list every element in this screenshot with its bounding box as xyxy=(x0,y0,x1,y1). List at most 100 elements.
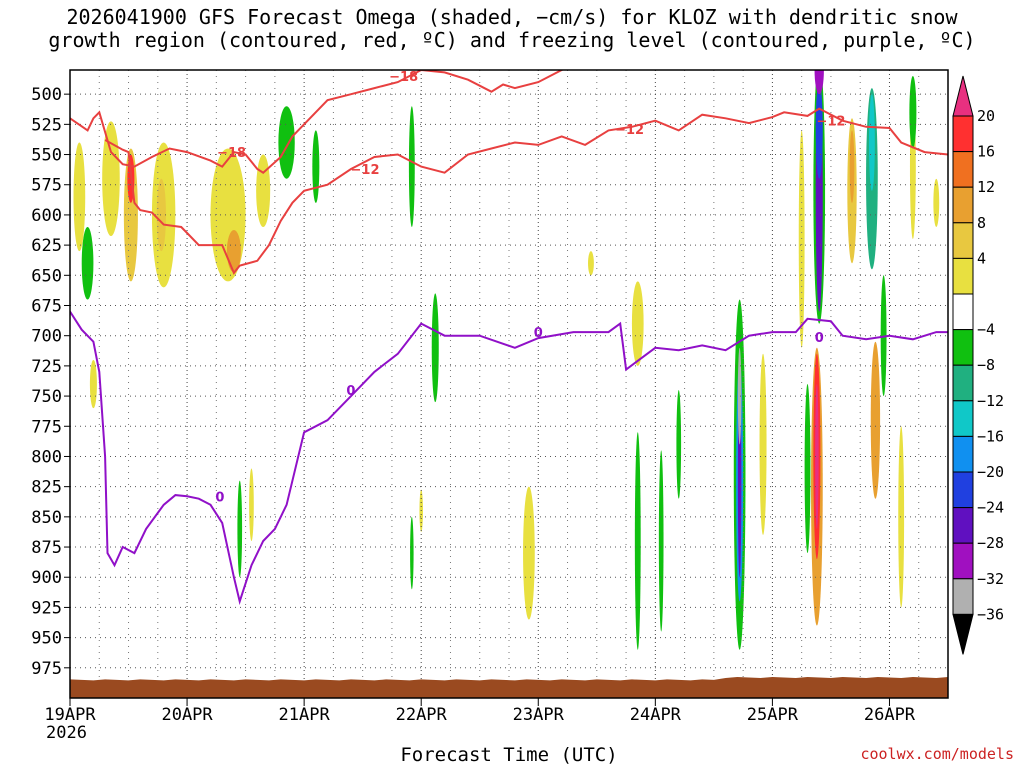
ytick-label-925: 925 xyxy=(31,598,62,618)
dgz-label-12c: −12 xyxy=(816,115,845,130)
fzl-label-d: 0 xyxy=(815,331,824,346)
ytick-label-950: 950 xyxy=(31,629,62,649)
dgz-label-18b: −18 xyxy=(217,146,246,161)
colorbar-label-3: 8 xyxy=(977,214,986,232)
omega-cell-11 xyxy=(278,106,295,179)
omega-cell-16 xyxy=(431,293,439,403)
ytick-label-900: 900 xyxy=(31,568,62,588)
colorbar-swatch-2 xyxy=(952,186,974,224)
omega-cell-0 xyxy=(73,142,86,252)
x-axis-title: Forecast Time (UTC) xyxy=(400,744,618,766)
dgz-label-12b: −12 xyxy=(615,123,644,138)
chart-title: 2026041900 GFS Forecast Omega (shaded, −… xyxy=(0,6,1024,52)
colorbar-label-8: −16 xyxy=(977,427,1004,445)
omega-cell-31 xyxy=(804,384,811,554)
colorbar-top-arrow xyxy=(952,75,974,117)
omega-cell-5 xyxy=(156,178,166,252)
omega-cell-6 xyxy=(81,227,94,300)
xtick-label-23APR: 23APR xyxy=(513,705,565,725)
title-line-1: 2026041900 GFS Forecast Omega (shaded, −… xyxy=(66,5,958,29)
ytick-label-525: 525 xyxy=(31,115,62,135)
ytick-label-750: 750 xyxy=(31,387,62,407)
colorbar-label-1: 16 xyxy=(977,143,995,161)
omega-cell-9 xyxy=(226,230,241,273)
omega-cell-10 xyxy=(256,154,271,227)
ytick-label-775: 775 xyxy=(31,417,62,437)
ytick-label-550: 550 xyxy=(31,146,62,166)
ground-fill xyxy=(70,677,948,698)
ytick-label-700: 700 xyxy=(31,327,62,347)
omega-cell-34 xyxy=(815,82,823,179)
omega-cell-30 xyxy=(798,130,805,348)
ytick-label-600: 600 xyxy=(31,206,62,226)
colorbar-swatch-8 xyxy=(952,400,974,437)
omega-cell-40 xyxy=(849,130,855,203)
ytick-label-825: 825 xyxy=(31,478,62,498)
colorbar-swatch-5 xyxy=(952,293,974,331)
colorbar-swatch-4 xyxy=(952,257,974,295)
xtick-label-25APR: 25APR xyxy=(747,705,799,725)
fzl-label-a: 0 xyxy=(215,490,224,505)
omega-cell-12 xyxy=(237,480,243,578)
xtick-label-26APR: 26APR xyxy=(864,705,916,725)
dgz-contour-1 xyxy=(104,107,948,275)
xtick-label-22APR: 22APR xyxy=(396,705,448,725)
ytick-label-650: 650 xyxy=(31,266,62,286)
ytick-label-575: 575 xyxy=(31,176,62,196)
contours: −18 −18 −12 −12 −12 0 0 0 0 xyxy=(70,70,948,606)
colorbar-swatch-11 xyxy=(952,507,974,544)
omega-cell-15 xyxy=(408,106,415,227)
omega-cell-17 xyxy=(410,516,414,590)
omega-cell-45 xyxy=(898,426,905,608)
xtick-label-21APR: 21APR xyxy=(279,705,331,725)
colorbar-swatch-13 xyxy=(952,578,974,615)
omega-cell-1 xyxy=(102,121,120,237)
omega-cell-22 xyxy=(634,432,641,650)
ytick-label-725: 725 xyxy=(31,357,62,377)
ytick-label-975: 975 xyxy=(31,659,62,679)
colorbar-swatch-1 xyxy=(952,151,974,188)
omega-cell-29 xyxy=(759,353,767,535)
omega-cell-48 xyxy=(933,178,940,228)
colorbar-label-11: −28 xyxy=(977,534,1004,552)
omega-cell-43 xyxy=(870,341,881,499)
omega-cell-38 xyxy=(815,384,819,529)
omega-shading xyxy=(73,70,940,650)
title-line-2: growth region (contoured, red, ºC) and f… xyxy=(48,28,976,52)
colorbar-swatch-7 xyxy=(952,364,974,402)
xtick-label-24APR: 24APR xyxy=(630,705,682,725)
ytick-label-500: 500 xyxy=(31,85,62,105)
omega-cell-20 xyxy=(588,251,594,276)
ytick-label-675: 675 xyxy=(31,297,62,317)
colorbar-swatch-6 xyxy=(952,329,974,366)
colorbar-label-2: 12 xyxy=(977,178,995,196)
colorbar: 20 16 12 8 4 −4 −8 −12 −16 −20 −24 −28 −32 −36 xyxy=(952,75,1004,655)
fzl-label-c: 0 xyxy=(534,326,543,341)
omega-cell-19 xyxy=(523,486,535,620)
colorbar-swatch-12 xyxy=(952,542,974,580)
dgz-label-12a: −12 xyxy=(351,163,380,178)
colorbar-bottom-arrow xyxy=(952,613,974,655)
omega-cell-13 xyxy=(249,468,254,541)
omega-cell-7 xyxy=(89,359,97,409)
xtick-label-20APR: 20APR xyxy=(161,705,213,725)
omega-cell-28 xyxy=(737,347,742,445)
credit-link[interactable]: coolwx.com/models xyxy=(860,745,1014,763)
colorbar-label-5: −4 xyxy=(977,321,995,339)
colorbar-swatch-0 xyxy=(952,115,974,153)
colorbar-label-0: 20 xyxy=(977,107,995,125)
colorbar-label-12: −32 xyxy=(977,570,1004,588)
freezing-level-contour xyxy=(70,310,948,606)
colorbar-label-4: 4 xyxy=(977,249,986,267)
omega-cell-14 xyxy=(312,130,320,203)
colorbar-swatch-9 xyxy=(952,435,974,473)
x-axis: 19APR 20APR 21APR 22APR 23APR 24APR 25APR 26APR… xyxy=(44,698,916,743)
colorbar-swatch-10 xyxy=(952,471,974,509)
colorbar-label-7: −12 xyxy=(977,392,1004,410)
colorbar-label-6: −8 xyxy=(977,356,995,374)
omega-cell-23 xyxy=(658,450,664,632)
colorbar-label-13: −36 xyxy=(977,605,1004,623)
omega-cell-35 xyxy=(814,70,824,95)
omega-cell-21 xyxy=(631,281,644,366)
